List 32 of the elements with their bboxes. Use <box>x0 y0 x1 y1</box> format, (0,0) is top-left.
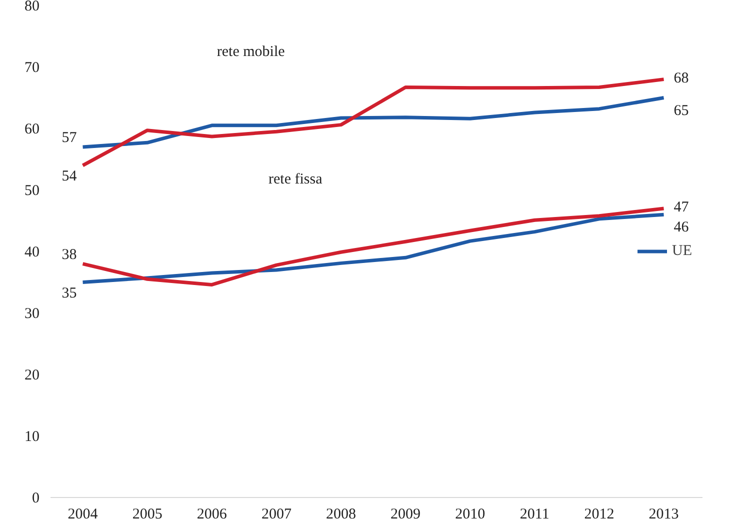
data-label: 46 <box>674 220 690 236</box>
x-tick-label: 2008 <box>326 506 356 521</box>
y-tick-label: 80 <box>24 0 40 14</box>
x-tick-label: 2011 <box>520 506 550 521</box>
y-tick-label: 60 <box>24 122 40 138</box>
data-label: 35 <box>62 285 77 302</box>
x-tick-label: 2009 <box>390 506 421 521</box>
data-label: 38 <box>62 246 77 263</box>
y-tick-label: 20 <box>24 368 40 384</box>
data-label: 68 <box>674 70 689 86</box>
legend-label: UE <box>672 242 692 260</box>
x-tick-label: 2013 <box>648 506 679 521</box>
y-tick-label: 10 <box>24 429 40 445</box>
data-label: 47 <box>674 199 690 216</box>
line-series <box>81 96 666 149</box>
data-label: 65 <box>674 102 689 119</box>
x-tick-label: 2007 <box>261 506 292 521</box>
x-tick-label: 2006 <box>196 506 228 521</box>
y-tick-label: 30 <box>24 306 40 322</box>
x-tick-label: 2004 <box>68 506 98 521</box>
data-label: 57 <box>62 130 78 146</box>
x-tick-label: 2010 <box>455 506 486 521</box>
line-series <box>81 78 666 168</box>
annotation: rete mobile <box>216 44 286 60</box>
x-tick-label: 2005 <box>132 506 162 521</box>
annotation: rete fissa <box>268 172 323 188</box>
y-tick-label: 70 <box>24 60 40 76</box>
x-tick-label: 2012 <box>584 506 614 521</box>
data-label: 54 <box>62 168 78 184</box>
y-tick-label: 0 <box>32 490 40 506</box>
y-tick-label: 40 <box>24 244 40 260</box>
y-tick-label: 50 <box>24 183 40 199</box>
